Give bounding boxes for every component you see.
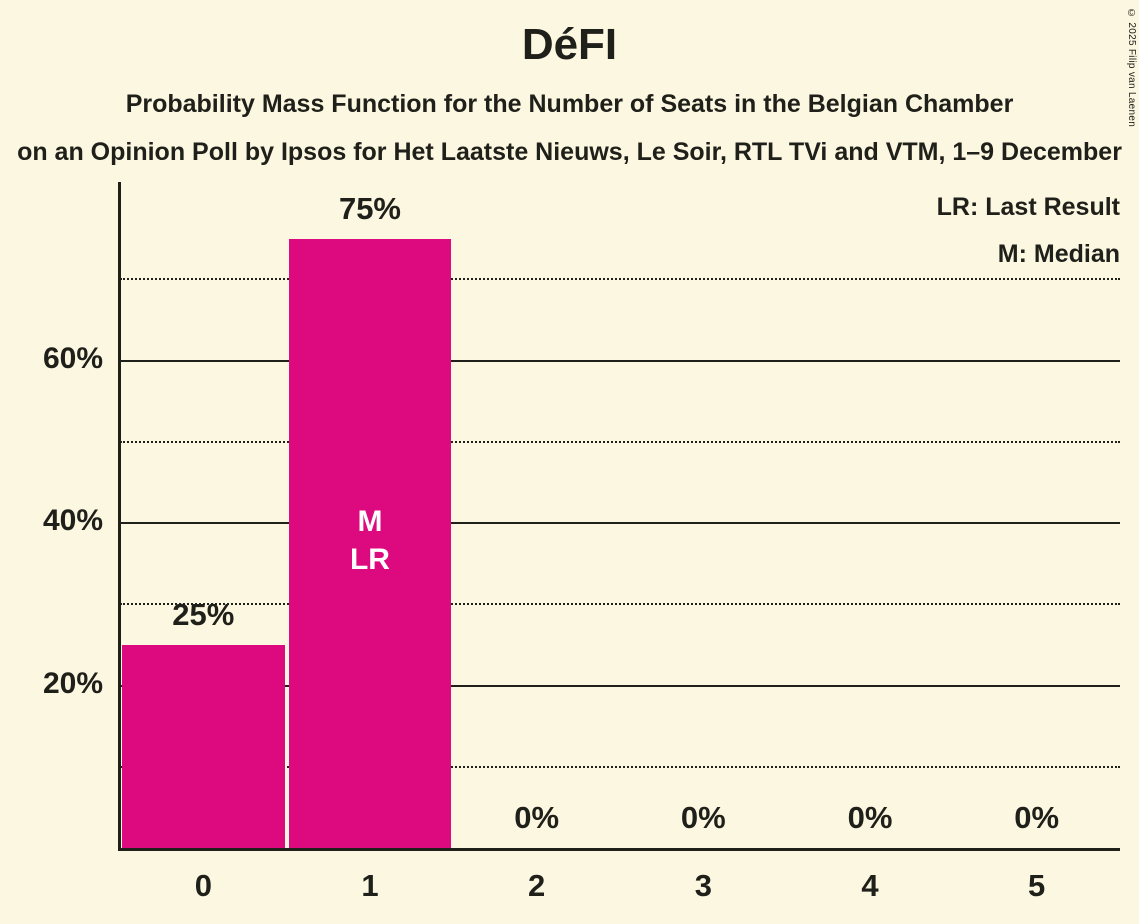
x-tick-label: 1 <box>361 868 379 903</box>
gridline-dotted <box>120 278 1120 281</box>
gridline-dotted <box>120 440 1120 443</box>
bar-value-label: 0% <box>514 800 560 835</box>
x-tick-label: 3 <box>694 868 712 903</box>
gridline-dotted <box>120 603 1120 606</box>
legend-last-result: LR: Last Result <box>936 193 1120 221</box>
bar <box>288 238 452 848</box>
y-tick-label: 20% <box>42 666 103 700</box>
chart-subtitle: Probability Mass Function for the Number… <box>125 90 1014 118</box>
gridline-solid <box>120 359 1120 362</box>
copyright-notice: © 2025 Filip van Laenen <box>1126 8 1137 128</box>
bar-value-label: 0% <box>680 800 726 835</box>
chart-legend: LR: Last Result M: Median <box>937 184 1120 278</box>
chart-subtitle-line2: on an Opinion Poll by Ipsos for Het Laat… <box>17 138 1122 166</box>
y-tick-label: 60% <box>42 341 103 375</box>
y-tick-label: 40% <box>42 504 103 538</box>
bar-annotation-line: LR <box>349 543 390 577</box>
bar-annotation: M LR <box>287 503 454 579</box>
x-axis <box>118 848 1120 851</box>
bar-value-label: 0% <box>1014 800 1060 835</box>
bar <box>122 644 285 848</box>
chart-title: DéFI <box>521 20 618 69</box>
gridline-solid <box>120 522 1120 525</box>
bar-annotation-line: M <box>357 505 383 539</box>
bar-value-label: 25% <box>172 596 235 632</box>
gridline-dotted <box>120 765 1120 768</box>
y-axis <box>118 182 121 848</box>
x-tick-label: 4 <box>861 868 879 903</box>
x-tick-label: 5 <box>1028 868 1046 903</box>
x-tick-label: 0 <box>194 868 212 903</box>
x-tick-label: 2 <box>528 868 546 903</box>
bar-value-label: 0% <box>847 800 893 835</box>
bar-value-label: 75% <box>338 190 401 226</box>
gridline-solid <box>120 684 1120 687</box>
legend-median: M: Median <box>997 240 1120 268</box>
